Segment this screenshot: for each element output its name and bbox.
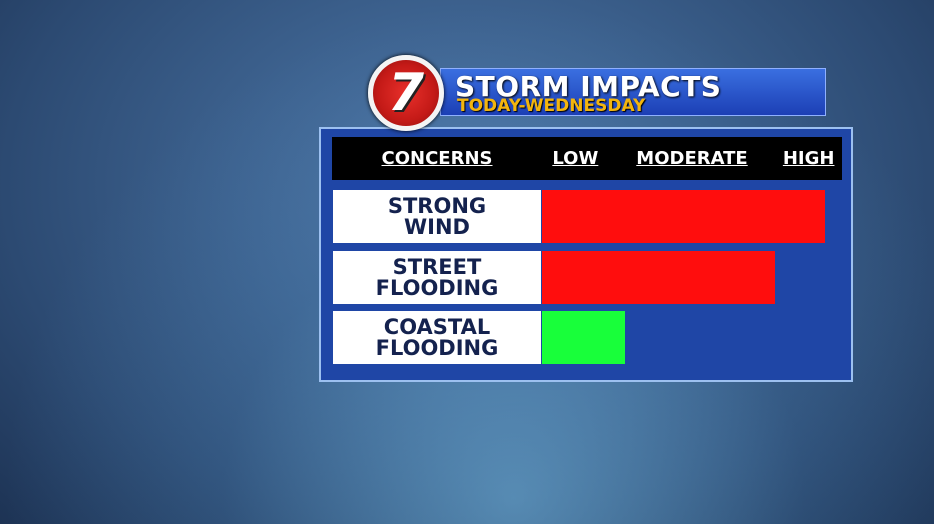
header-row [332,137,842,180]
bar [542,190,826,243]
x-tick-label: HIGH [782,148,835,169]
chart-title: STORM IMPACTS [455,70,722,103]
category-label: STRONG WIND [333,190,541,243]
x-tick-label: MODERATE [636,148,748,169]
x-tick-label: LOW [552,148,599,169]
logo: 7 [368,55,444,131]
bar [542,251,776,304]
bar [542,311,626,364]
title-banner [440,68,826,116]
category-label: STREET FLOODING [333,251,541,304]
category-header: CONCERNS [381,148,493,169]
category-label: COASTAL FLOODING [333,311,541,364]
chart-subtitle: TODAY-WEDNESDAY [457,96,646,116]
